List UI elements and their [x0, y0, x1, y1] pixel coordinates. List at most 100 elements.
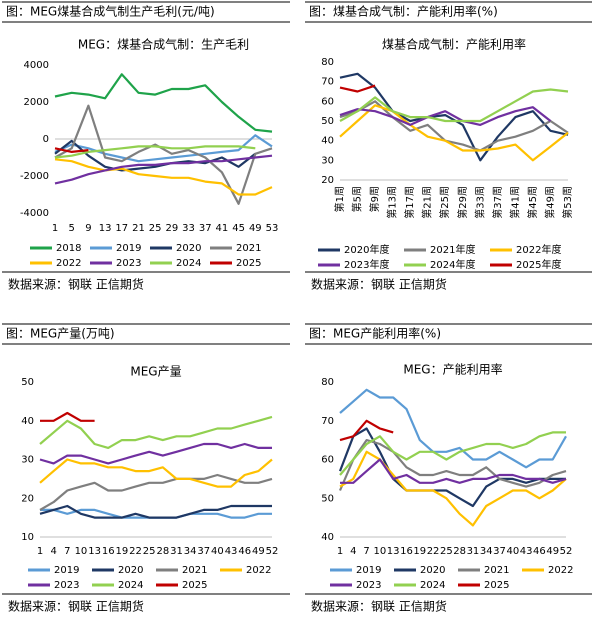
- y-tick-label: 50: [21, 377, 34, 388]
- legend-label: 2022: [548, 565, 573, 576]
- series-line: [39, 415, 273, 449]
- x-tick-label: 10: [374, 546, 387, 557]
- chart-title: MEG产量: [130, 365, 181, 379]
- x-tick-label: 19: [116, 546, 129, 557]
- legend-label: 2021: [484, 565, 509, 576]
- y-tick-label: -4000: [20, 208, 49, 219]
- x-tick-label: 第17周: [403, 186, 416, 219]
- x-tick-label: 第45周: [526, 186, 539, 219]
- legend-label: 2022年度: [516, 243, 561, 256]
- legend-label: 2025: [182, 580, 207, 591]
- x-tick-label: 1: [52, 223, 58, 234]
- panel-header: 图：MEG产量(万吨): [6, 327, 115, 341]
- legend-label: 2021年度: [430, 243, 475, 256]
- y-tick-label: 40: [321, 136, 334, 147]
- series-line: [54, 154, 273, 185]
- y-tick-label: 2000: [24, 97, 49, 108]
- x-tick-label: 第9周: [368, 186, 381, 212]
- x-tick-label: 53: [266, 223, 279, 234]
- legend-label: 2020: [176, 243, 201, 254]
- y-tick-label: 30: [321, 155, 334, 166]
- x-tick-label: 28: [156, 546, 169, 557]
- legend-label: 2019: [356, 565, 381, 576]
- y-tick-label: 0: [43, 134, 49, 145]
- x-tick-label: 22: [427, 546, 440, 557]
- legend-label: 2021: [236, 243, 261, 254]
- x-tick-label: 37: [493, 546, 506, 557]
- legend-label: 2019: [54, 565, 79, 576]
- legend-label: 2022: [56, 258, 81, 269]
- series-line: [39, 442, 272, 465]
- x-tick-label: 第53周: [561, 186, 574, 219]
- chart-title: MEG：产能利用率: [403, 362, 502, 377]
- panel-header: 图：MEG产能利用率(%): [309, 326, 441, 341]
- x-tick-label: 46: [238, 546, 251, 557]
- x-tick-label: 19: [413, 546, 426, 557]
- x-tick-label: 9: [85, 223, 91, 234]
- x-tick-label: 第33周: [473, 186, 486, 219]
- legend-label: 2023年度: [344, 258, 389, 271]
- y-tick-label: 40: [21, 416, 34, 427]
- x-tick-label: 52: [560, 546, 573, 557]
- panel-header: 图：MEG煤基合成气制生产毛利(元/吨): [6, 4, 215, 19]
- x-tick-label: 43: [520, 546, 533, 557]
- x-tick-label: 第49周: [543, 186, 556, 219]
- legend-label: 2020: [420, 565, 445, 576]
- x-tick-label: 5: [69, 223, 75, 234]
- series-line: [40, 411, 95, 422]
- series-line: [338, 427, 566, 508]
- x-tick-label: 13: [99, 223, 112, 234]
- source-note: 数据来源：钢联 正信期货: [311, 277, 447, 292]
- series-line: [339, 388, 567, 469]
- x-tick-label: 17: [115, 223, 128, 234]
- x-tick-label: 34: [184, 546, 197, 557]
- series-line: [339, 450, 567, 527]
- x-tick-label: 37: [199, 223, 212, 234]
- y-tick-label: 10: [21, 532, 34, 543]
- x-tick-label: 25: [149, 223, 162, 234]
- y-tick-label: 60: [321, 96, 334, 107]
- x-tick-label: 第13周: [386, 186, 399, 219]
- y-tick-label: 4000: [24, 60, 49, 71]
- series-line: [338, 439, 567, 491]
- series-line: [340, 458, 567, 484]
- legend-label: 2023: [116, 258, 141, 269]
- series-line: [39, 473, 273, 511]
- source-note: 数据来源：钢联 正信期货: [8, 599, 144, 614]
- panel-header: 图：煤基合成气制：产能利用率(%): [309, 4, 498, 19]
- source-note: 数据来源：钢联 正信期货: [8, 277, 144, 292]
- x-tick-label: 33: [182, 223, 195, 234]
- series-line: [339, 106, 552, 126]
- y-tick-label: 60: [321, 455, 334, 466]
- series-line: [39, 504, 272, 519]
- x-tick-label: 41: [216, 223, 229, 234]
- y-tick-label: -2000: [20, 171, 49, 182]
- series-line: [54, 134, 273, 163]
- legend-label: 2018: [56, 243, 81, 254]
- y-tick-label: 80: [321, 57, 334, 68]
- x-tick-label: 46: [533, 546, 546, 557]
- y-tick-label: 50: [321, 116, 334, 127]
- x-tick-label: 34: [480, 546, 493, 557]
- x-tick-label: 13: [88, 546, 101, 557]
- x-tick-label: 49: [546, 546, 559, 557]
- legend-label: 2024: [118, 580, 143, 591]
- legend-label: 2021: [182, 565, 207, 576]
- x-tick-label: 第29周: [456, 186, 469, 219]
- legend-label: 2022: [246, 565, 271, 576]
- x-tick-label: 第37周: [491, 186, 504, 219]
- legend-label: 2024: [176, 258, 201, 269]
- x-tick-label: 40: [506, 546, 519, 557]
- series-line: [339, 419, 394, 442]
- y-tick-label: 50: [321, 493, 334, 504]
- x-tick-label: 45: [232, 223, 245, 234]
- x-tick-label: 37: [197, 546, 210, 557]
- y-tick-label: 80: [321, 377, 334, 388]
- x-tick-label: 16: [102, 546, 115, 557]
- x-tick-label: 第41周: [508, 186, 521, 219]
- legend-label: 2025年度: [516, 258, 561, 271]
- x-tick-label: 第5周: [351, 186, 364, 212]
- legend-label: 2024: [420, 580, 445, 591]
- legend-label: 2023: [356, 580, 381, 591]
